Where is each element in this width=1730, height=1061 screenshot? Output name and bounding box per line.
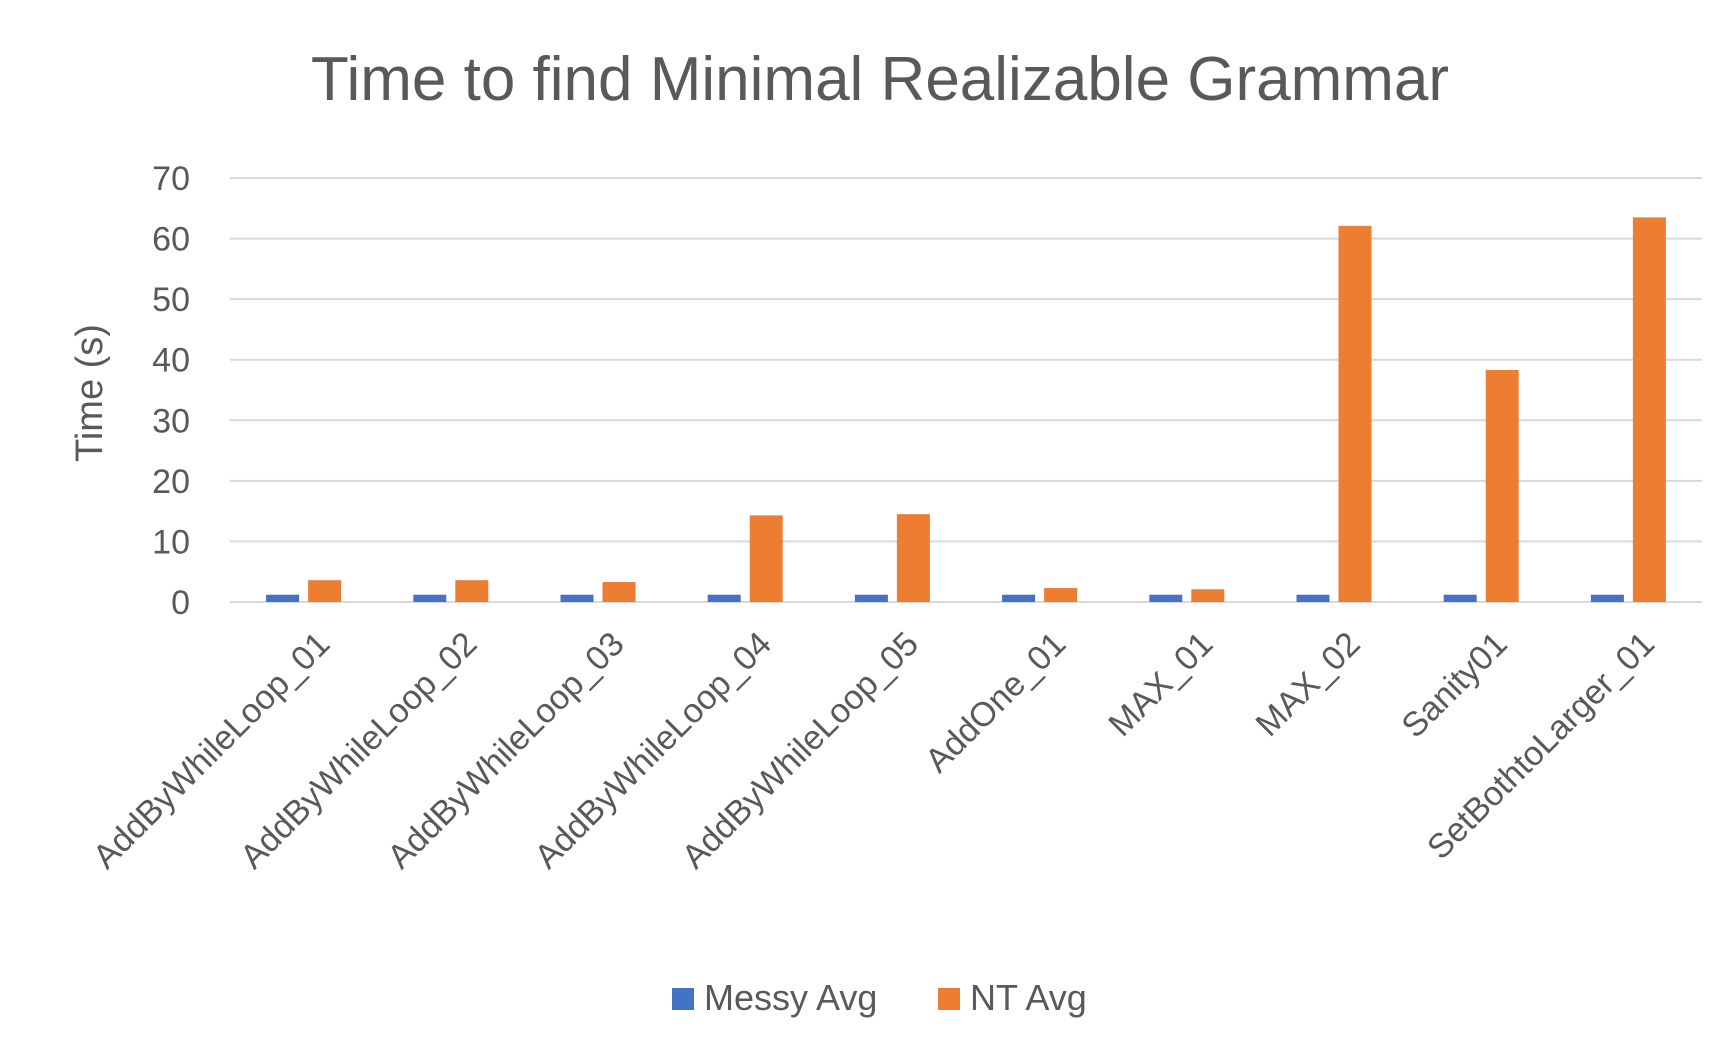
legend-swatch-nt-avg bbox=[938, 988, 960, 1010]
bar-nt-avg-6 bbox=[1191, 589, 1225, 602]
bar-nt-avg-9 bbox=[1632, 217, 1666, 602]
y-tick-label: 20 bbox=[152, 463, 190, 501]
y-tick-label: 50 bbox=[152, 281, 190, 319]
x-category-label: AddByWhileLoop_02 bbox=[233, 625, 484, 876]
x-category-label: MAX_02 bbox=[1249, 625, 1368, 744]
bar-nt-avg-2 bbox=[602, 582, 636, 602]
bar-nt-avg-8 bbox=[1485, 370, 1519, 602]
bar-nt-avg-1 bbox=[455, 580, 489, 602]
x-category-label: AddByWhileLoop_05 bbox=[675, 625, 926, 876]
x-category-label: Sanity01 bbox=[1394, 625, 1514, 745]
bar-messy-avg-0 bbox=[266, 594, 300, 602]
bars bbox=[266, 217, 1666, 602]
x-category-label: AddByWhileLoop_04 bbox=[527, 625, 778, 876]
y-tick-label: 60 bbox=[152, 221, 190, 259]
legend: Messy Avg NT Avg bbox=[672, 977, 1087, 1018]
x-category-label: AddByWhileLoop_01 bbox=[86, 625, 337, 876]
x-category-label: MAX_01 bbox=[1101, 625, 1220, 744]
x-category-label: AddByWhileLoop_03 bbox=[380, 625, 631, 876]
gridlines bbox=[230, 177, 1702, 603]
bar-messy-avg-6 bbox=[1149, 594, 1183, 602]
bar-messy-avg-1 bbox=[413, 594, 447, 602]
bar-messy-avg-4 bbox=[854, 594, 888, 602]
y-axis-title: Time (s) bbox=[69, 324, 111, 462]
y-axis-ticks: 0 10 20 30 40 50 60 70 bbox=[152, 160, 190, 622]
bar-messy-avg-2 bbox=[560, 594, 594, 602]
bar-nt-avg-7 bbox=[1338, 225, 1372, 602]
x-category-label: AddOne_01 bbox=[918, 625, 1073, 780]
y-tick-label: 70 bbox=[152, 160, 190, 198]
bar-messy-avg-8 bbox=[1443, 594, 1477, 602]
bar-messy-avg-3 bbox=[707, 594, 741, 602]
bar-messy-avg-7 bbox=[1296, 594, 1330, 602]
bar-nt-avg-4 bbox=[896, 514, 930, 602]
y-tick-label: 40 bbox=[152, 342, 190, 380]
legend-label-nt-avg: NT Avg bbox=[970, 977, 1087, 1018]
bar-messy-avg-9 bbox=[1590, 594, 1624, 602]
bar-nt-avg-5 bbox=[1044, 588, 1078, 602]
chart-title: Time to find Minimal Realizable Grammar bbox=[311, 45, 1449, 114]
legend-swatch-messy-avg bbox=[672, 988, 694, 1010]
x-axis-categories: AddByWhileLoop_01AddByWhileLoop_02AddByW… bbox=[86, 625, 1662, 876]
legend-label-messy-avg: Messy Avg bbox=[704, 977, 877, 1018]
bar-nt-avg-0 bbox=[308, 580, 342, 602]
y-tick-label: 10 bbox=[152, 523, 190, 561]
y-tick-label: 0 bbox=[171, 584, 190, 622]
y-tick-label: 30 bbox=[152, 402, 190, 440]
bar-nt-avg-3 bbox=[749, 515, 783, 602]
bar-messy-avg-5 bbox=[1002, 594, 1036, 602]
